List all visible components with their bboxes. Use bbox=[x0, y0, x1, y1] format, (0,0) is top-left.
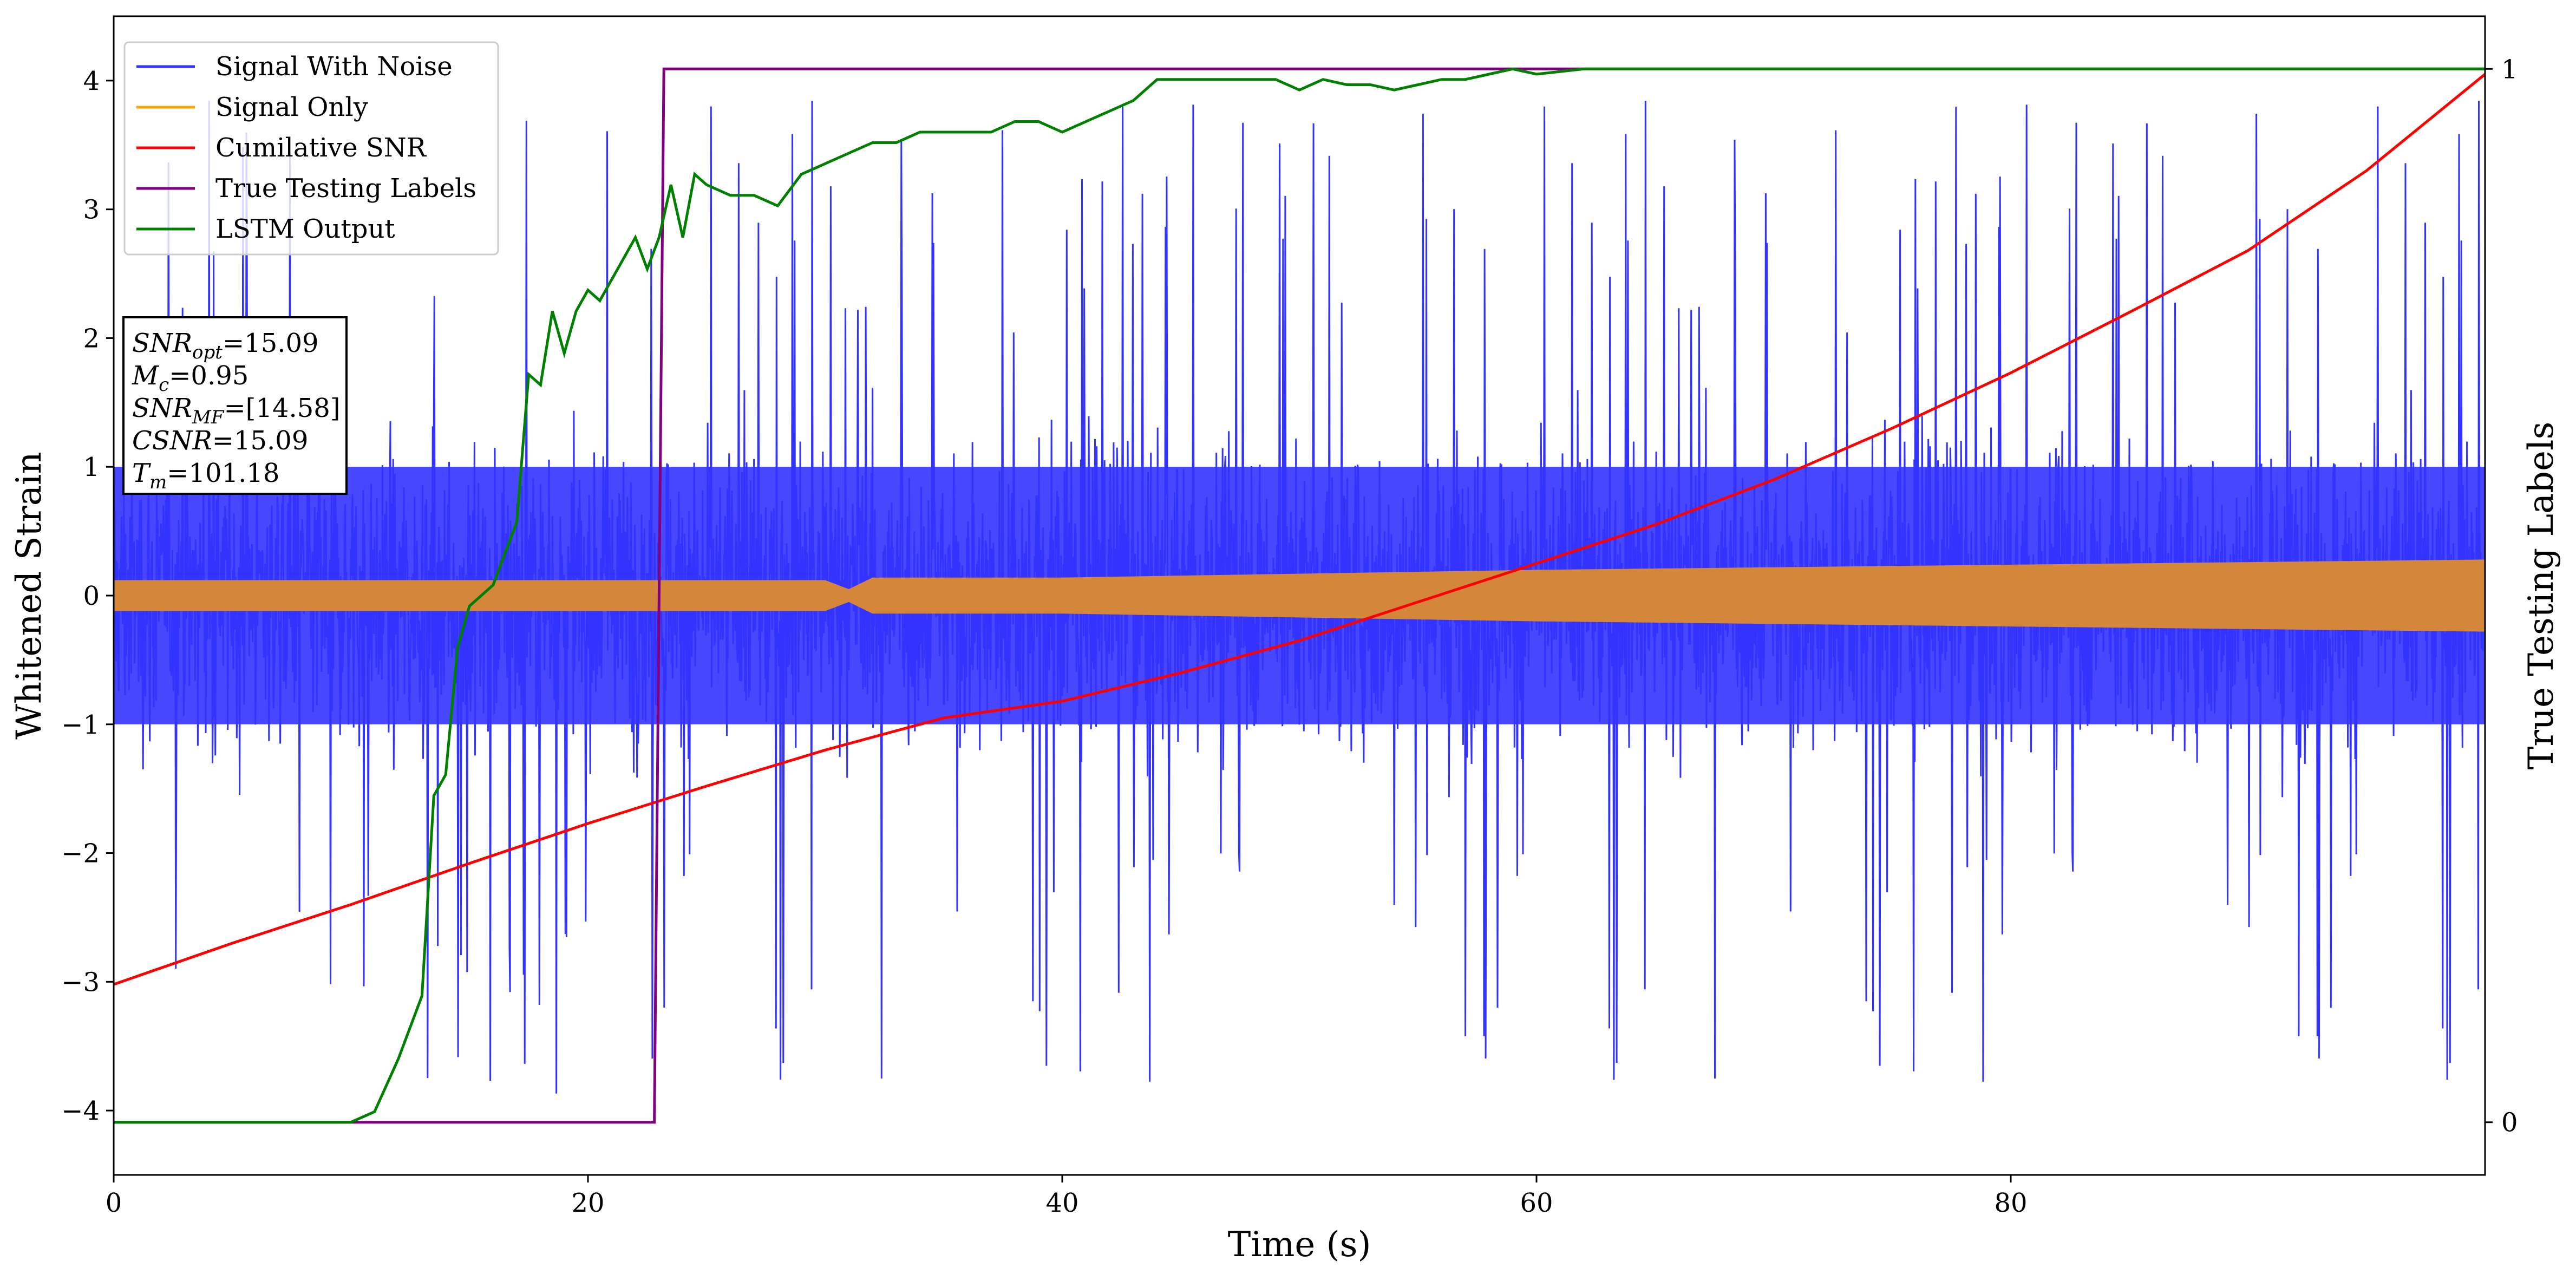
x-tick-label: 80 bbox=[1994, 1188, 2027, 1218]
y-tick-label: 2 bbox=[83, 323, 100, 354]
y-axis-right-label: True Testing Labels bbox=[2521, 422, 2561, 770]
x-tick-label: 20 bbox=[571, 1188, 604, 1218]
info-line: CSNR=15.09 bbox=[132, 426, 308, 456]
y-right-tick-label: 1 bbox=[2501, 54, 2518, 84]
y-right-tick-label: 0 bbox=[2501, 1108, 2518, 1138]
y-tick-label: −4 bbox=[61, 1096, 100, 1126]
info-line: Mc=0.95 bbox=[132, 361, 249, 396]
y-tick-label: −2 bbox=[61, 839, 100, 869]
y-tick-label: −3 bbox=[61, 967, 100, 997]
line-series bbox=[113, 67, 2486, 1124]
info-line: SNRMF=[14.58] bbox=[132, 393, 341, 428]
cumulative-snr-line bbox=[113, 73, 2486, 986]
x-tick-label: 60 bbox=[1520, 1188, 1553, 1218]
y-tick-label: −1 bbox=[61, 710, 100, 740]
legend-label: Cumilative SNR bbox=[215, 133, 427, 163]
x-tick-label: 40 bbox=[1045, 1188, 1078, 1218]
y-tick-label: 1 bbox=[83, 452, 100, 482]
x-tick-label: 0 bbox=[106, 1188, 122, 1218]
legend-label: True Testing Labels bbox=[215, 173, 476, 204]
info-line: Tm=101.18 bbox=[132, 458, 279, 493]
signal-only-band bbox=[114, 559, 2485, 632]
y-axis-label: Whitened Strain bbox=[9, 452, 49, 739]
legend-box bbox=[123, 41, 499, 256]
y-tick-label: 0 bbox=[83, 581, 100, 611]
lstm-output-line bbox=[114, 67, 2485, 1124]
info-line: SNRopt=15.09 bbox=[132, 328, 319, 363]
y-tick-label: 3 bbox=[83, 195, 100, 225]
info-box: SNRopt=15.09Mc=0.95SNRMF=[14.58]CSNR=15.… bbox=[122, 316, 348, 495]
x-axis-label: Time (s) bbox=[1228, 1225, 1371, 1265]
legend-label: Signal Only bbox=[215, 92, 368, 122]
info-box-frame bbox=[122, 316, 348, 495]
legend: Signal With Noise Signal Only Cumilative S… bbox=[123, 41, 499, 256]
signal-only-series bbox=[114, 559, 2485, 632]
legend-label: Signal With Noise bbox=[215, 51, 453, 82]
legend-label: LSTM Output bbox=[215, 214, 395, 244]
y-tick-label: 4 bbox=[83, 66, 100, 96]
